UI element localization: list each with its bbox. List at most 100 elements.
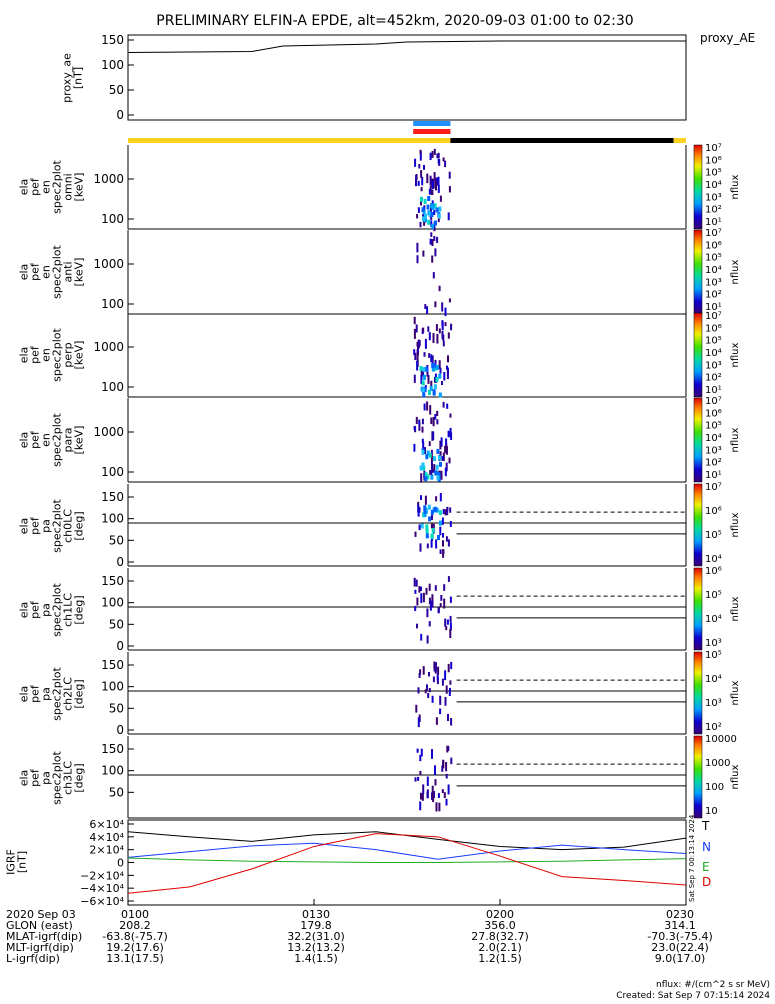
spec-panel-3-pixel — [428, 441, 431, 447]
ephemeris-row-value: 0130 — [302, 908, 330, 921]
pa-panel-1-ylabel-line: ch1LC — [62, 593, 75, 627]
spec-panel-1-pixel — [448, 298, 451, 303]
pa-panel-0-pixel — [417, 504, 420, 513]
pa-panel-2-ylabel-line: pa — [40, 687, 53, 701]
spec-panel-0-pixel — [428, 188, 431, 195]
spec-panel-0-pixel — [431, 189, 434, 196]
spec-panel-0-pixel — [433, 148, 436, 155]
spec-panel-3-pixel — [450, 432, 453, 440]
pa-panel-2-pixel — [417, 717, 420, 728]
spec-panel-2-core-pixel — [431, 363, 435, 369]
igrf-tick-label: −2×10⁴ — [80, 869, 124, 882]
ephemeris-row-label: GLON (east) — [6, 919, 73, 932]
spec-panel-2-ylabel-line: perp — [62, 342, 75, 367]
pa-panel-1-pixel — [420, 586, 422, 591]
proxy-ae-tick-label: 150 — [101, 33, 124, 47]
spec-panel-3-pixel — [413, 443, 416, 452]
spec-panel-1-pixel — [424, 304, 427, 309]
spec-panel-0-pixel — [436, 153, 439, 159]
spec-panel-0-pixel — [426, 173, 429, 184]
spec-panel-3-pixel — [439, 440, 442, 450]
pa-panel-1-pixel — [437, 607, 440, 613]
pa-panel-0-pixel — [426, 543, 429, 549]
spec-panel-3-core-pixel — [435, 464, 439, 470]
igrf-tick-label: 4×10⁴ — [89, 831, 124, 844]
spec-panel-3-pixel — [418, 422, 421, 431]
spec-panel-2-pixel — [422, 369, 425, 377]
pa-panel-1-ylabel-line: spec2plot — [51, 583, 64, 637]
pa-panel-1-ylabel-line: ela — [18, 602, 31, 619]
spec-panel-1-ylabel-line: en — [40, 265, 53, 279]
pa-panel-2-tick-label: 50 — [109, 701, 124, 715]
pa-panel-0-pixel — [449, 507, 452, 513]
proxy-ae-legend: proxy_AE — [700, 31, 755, 45]
spec-panel-0-pixel — [439, 195, 442, 202]
spec-panel-0-cbar-tick: 10³ — [705, 192, 722, 203]
spec-panel-0-pixel — [429, 152, 432, 161]
pa-panel-1-pixel — [446, 619, 449, 625]
pa-panel-1-pixel — [422, 592, 425, 603]
spec-panel-3-pixel — [418, 419, 421, 425]
pa-panel-1-pixel — [420, 593, 423, 603]
ephemeris-row-value: 0230 — [666, 908, 694, 921]
pa-panel-0-ylabel-line: [deg] — [73, 511, 86, 540]
spec-panel-1-pixel — [436, 236, 439, 244]
igrf-tick-label: 6×10⁴ — [89, 818, 124, 831]
pa-panel-0-cbar-label: nflux — [730, 512, 741, 537]
spec-panel-3-pixel — [430, 417, 433, 425]
spec-panel-1-pixel — [441, 302, 444, 312]
spec-panel-0-pixel — [415, 175, 418, 185]
spec-panel-0-pixel — [418, 164, 421, 169]
pa-panel-0-tick-label: 150 — [101, 490, 124, 504]
proxy-ae-ylabel-line: proxy_ae — [61, 53, 74, 103]
pa-panel-0-pixel — [449, 521, 452, 527]
spec-panel-3-core-pixel — [438, 455, 442, 461]
spec-panel-3-pixel — [434, 413, 437, 420]
proxy-ae-tick-label: 100 — [101, 58, 124, 72]
pa-panel-0-pixel — [439, 493, 442, 502]
spec-panel-2-core-pixel — [421, 388, 425, 394]
daylight-bar — [128, 138, 451, 143]
spec-panel-3-core-pixel — [426, 474, 430, 480]
pa-panel-2-pixel — [435, 717, 438, 725]
pa-panel-2-cbar-label: nflux — [730, 680, 741, 705]
ephemeris-row-value: 0100 — [121, 908, 149, 921]
spec-panel-3-core-pixel — [434, 470, 438, 476]
spec-panel-2-core-pixel — [423, 374, 426, 380]
pa-panel-1-pixel — [425, 587, 428, 595]
spec-panel-1-pixel — [422, 250, 425, 257]
pa-panel-0-core-pixel — [423, 505, 427, 511]
igrf-tick-label: 0 — [117, 857, 124, 870]
spec-panel-0-pixel — [447, 212, 450, 221]
proxy-ae-ylabel-line: [nT] — [72, 67, 85, 89]
spec-panel-2-pixel — [420, 374, 423, 385]
pa-panel-2-pixel — [435, 662, 437, 672]
pa-panel-2-pixel — [439, 708, 442, 715]
spec-panel-3-pixel — [446, 403, 449, 409]
spec-panel-3-cbar-tick: 10⁴ — [705, 433, 722, 444]
pa-panel-2-pixel — [441, 678, 444, 686]
spec-panel-3-core-pixel — [433, 456, 436, 462]
spec-panel-3-pixel — [430, 449, 433, 456]
pa-panel-0-core-pixel — [423, 511, 427, 517]
spec-panel-1-cbar-label: nflux — [730, 259, 741, 284]
spec-panel-2-core-pixel — [422, 367, 426, 372]
pa-panel-3-tick-label: 100 — [101, 764, 124, 778]
pa-panel-3-pixel — [422, 784, 425, 795]
spec-panel-0-core-pixel — [424, 213, 427, 219]
spec-panel-2-pixel — [414, 352, 417, 361]
proxy-ae-line — [127, 40, 686, 53]
igrf-series-N — [127, 842, 687, 860]
spec-panel-0-pixel — [423, 165, 425, 170]
spec-panel-1-colorbar — [693, 229, 703, 315]
igrf-ylabel: IGRF[nT] — [5, 849, 29, 875]
igrf-legend-D: D — [702, 875, 711, 889]
pa-panel-3-tick-label: 150 — [101, 742, 124, 756]
spec-panel-3-core-pixel — [437, 472, 441, 477]
spec-panel-3-pixel — [431, 431, 434, 441]
pa-panel-3-pixel — [442, 760, 445, 767]
proxy-ae-tick-label: 0 — [116, 108, 124, 122]
pa-panel-3-pixel — [417, 776, 420, 781]
